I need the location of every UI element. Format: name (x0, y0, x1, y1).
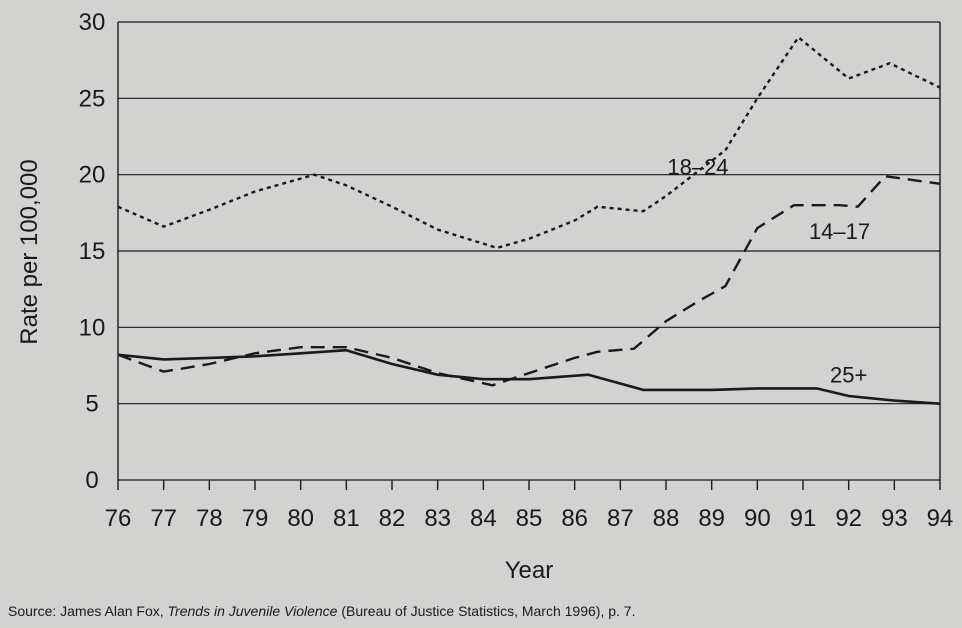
x-tick-label-90: 90 (744, 505, 771, 532)
y-tick-label-0: 0 (85, 467, 98, 494)
x-tick-label-88: 88 (653, 505, 680, 532)
x-tick-label-81: 81 (333, 505, 360, 532)
x-tick-label-87: 87 (607, 505, 634, 532)
source-title: Trends in Juvenile Violence (167, 603, 338, 619)
series-line-1 (117, 175, 941, 387)
series-label-1: 14–17 (809, 219, 870, 244)
series-labels: 18–24 14–17 25+ (667, 155, 870, 388)
source-note: Source: James Alan Fox, Trends in Juveni… (8, 603, 635, 619)
source-prefix: Source: James Alan Fox, (8, 603, 168, 619)
line-chart: 76 77 78 79 80 81 82 83 84 85 86 87 88 89 90 91 92 93 94 0… (16, 9, 954, 584)
x-tick-label-92: 92 (835, 505, 862, 532)
x-tick-label-76: 76 (105, 505, 132, 532)
series-label-2: 25+ (830, 362, 867, 387)
x-tick-label-83: 83 (424, 505, 451, 532)
x-tick-label-82: 82 (379, 505, 406, 532)
series-line-2 (117, 348, 941, 405)
series-line-0 (117, 36, 941, 250)
y-axis-title: Rate per 100,000 (16, 159, 43, 344)
x-tick-label-93: 93 (881, 505, 908, 532)
y-tick-label-20: 20 (79, 162, 106, 189)
x-tick-label-94: 94 (927, 505, 954, 532)
x-tick-label-77: 77 (150, 505, 177, 532)
x-tick-label-78: 78 (196, 505, 223, 532)
x-tick-label-80: 80 (287, 505, 314, 532)
y-tick-label-30: 30 (79, 9, 106, 36)
y-tick-label-15: 15 (79, 238, 106, 265)
series-label-0: 18–24 (667, 155, 728, 180)
source-suffix: (Bureau of Justice Statistics, March 199… (337, 603, 636, 619)
x-tick-label-91: 91 (790, 505, 817, 532)
y-axis-ticks: 0 5 10 15 20 25 30 (79, 9, 106, 494)
x-tick-label-89: 89 (698, 505, 725, 532)
x-tick-label-85: 85 (516, 505, 543, 532)
x-tick-label-86: 86 (561, 505, 588, 532)
x-tick-label-84: 84 (470, 505, 497, 532)
x-axis-title: Year (505, 557, 554, 584)
y-tick-label-25: 25 (79, 85, 106, 112)
x-tick-label-79: 79 (242, 505, 269, 532)
gridlines (117, 21, 941, 481)
y-tick-label-5: 5 (85, 391, 98, 418)
y-tick-label-10: 10 (79, 314, 106, 341)
x-axis-ticks: 76 77 78 79 80 81 82 83 84 85 86 87 88 89 90 91 92 93 94 (105, 480, 954, 532)
series-lines (117, 36, 941, 405)
